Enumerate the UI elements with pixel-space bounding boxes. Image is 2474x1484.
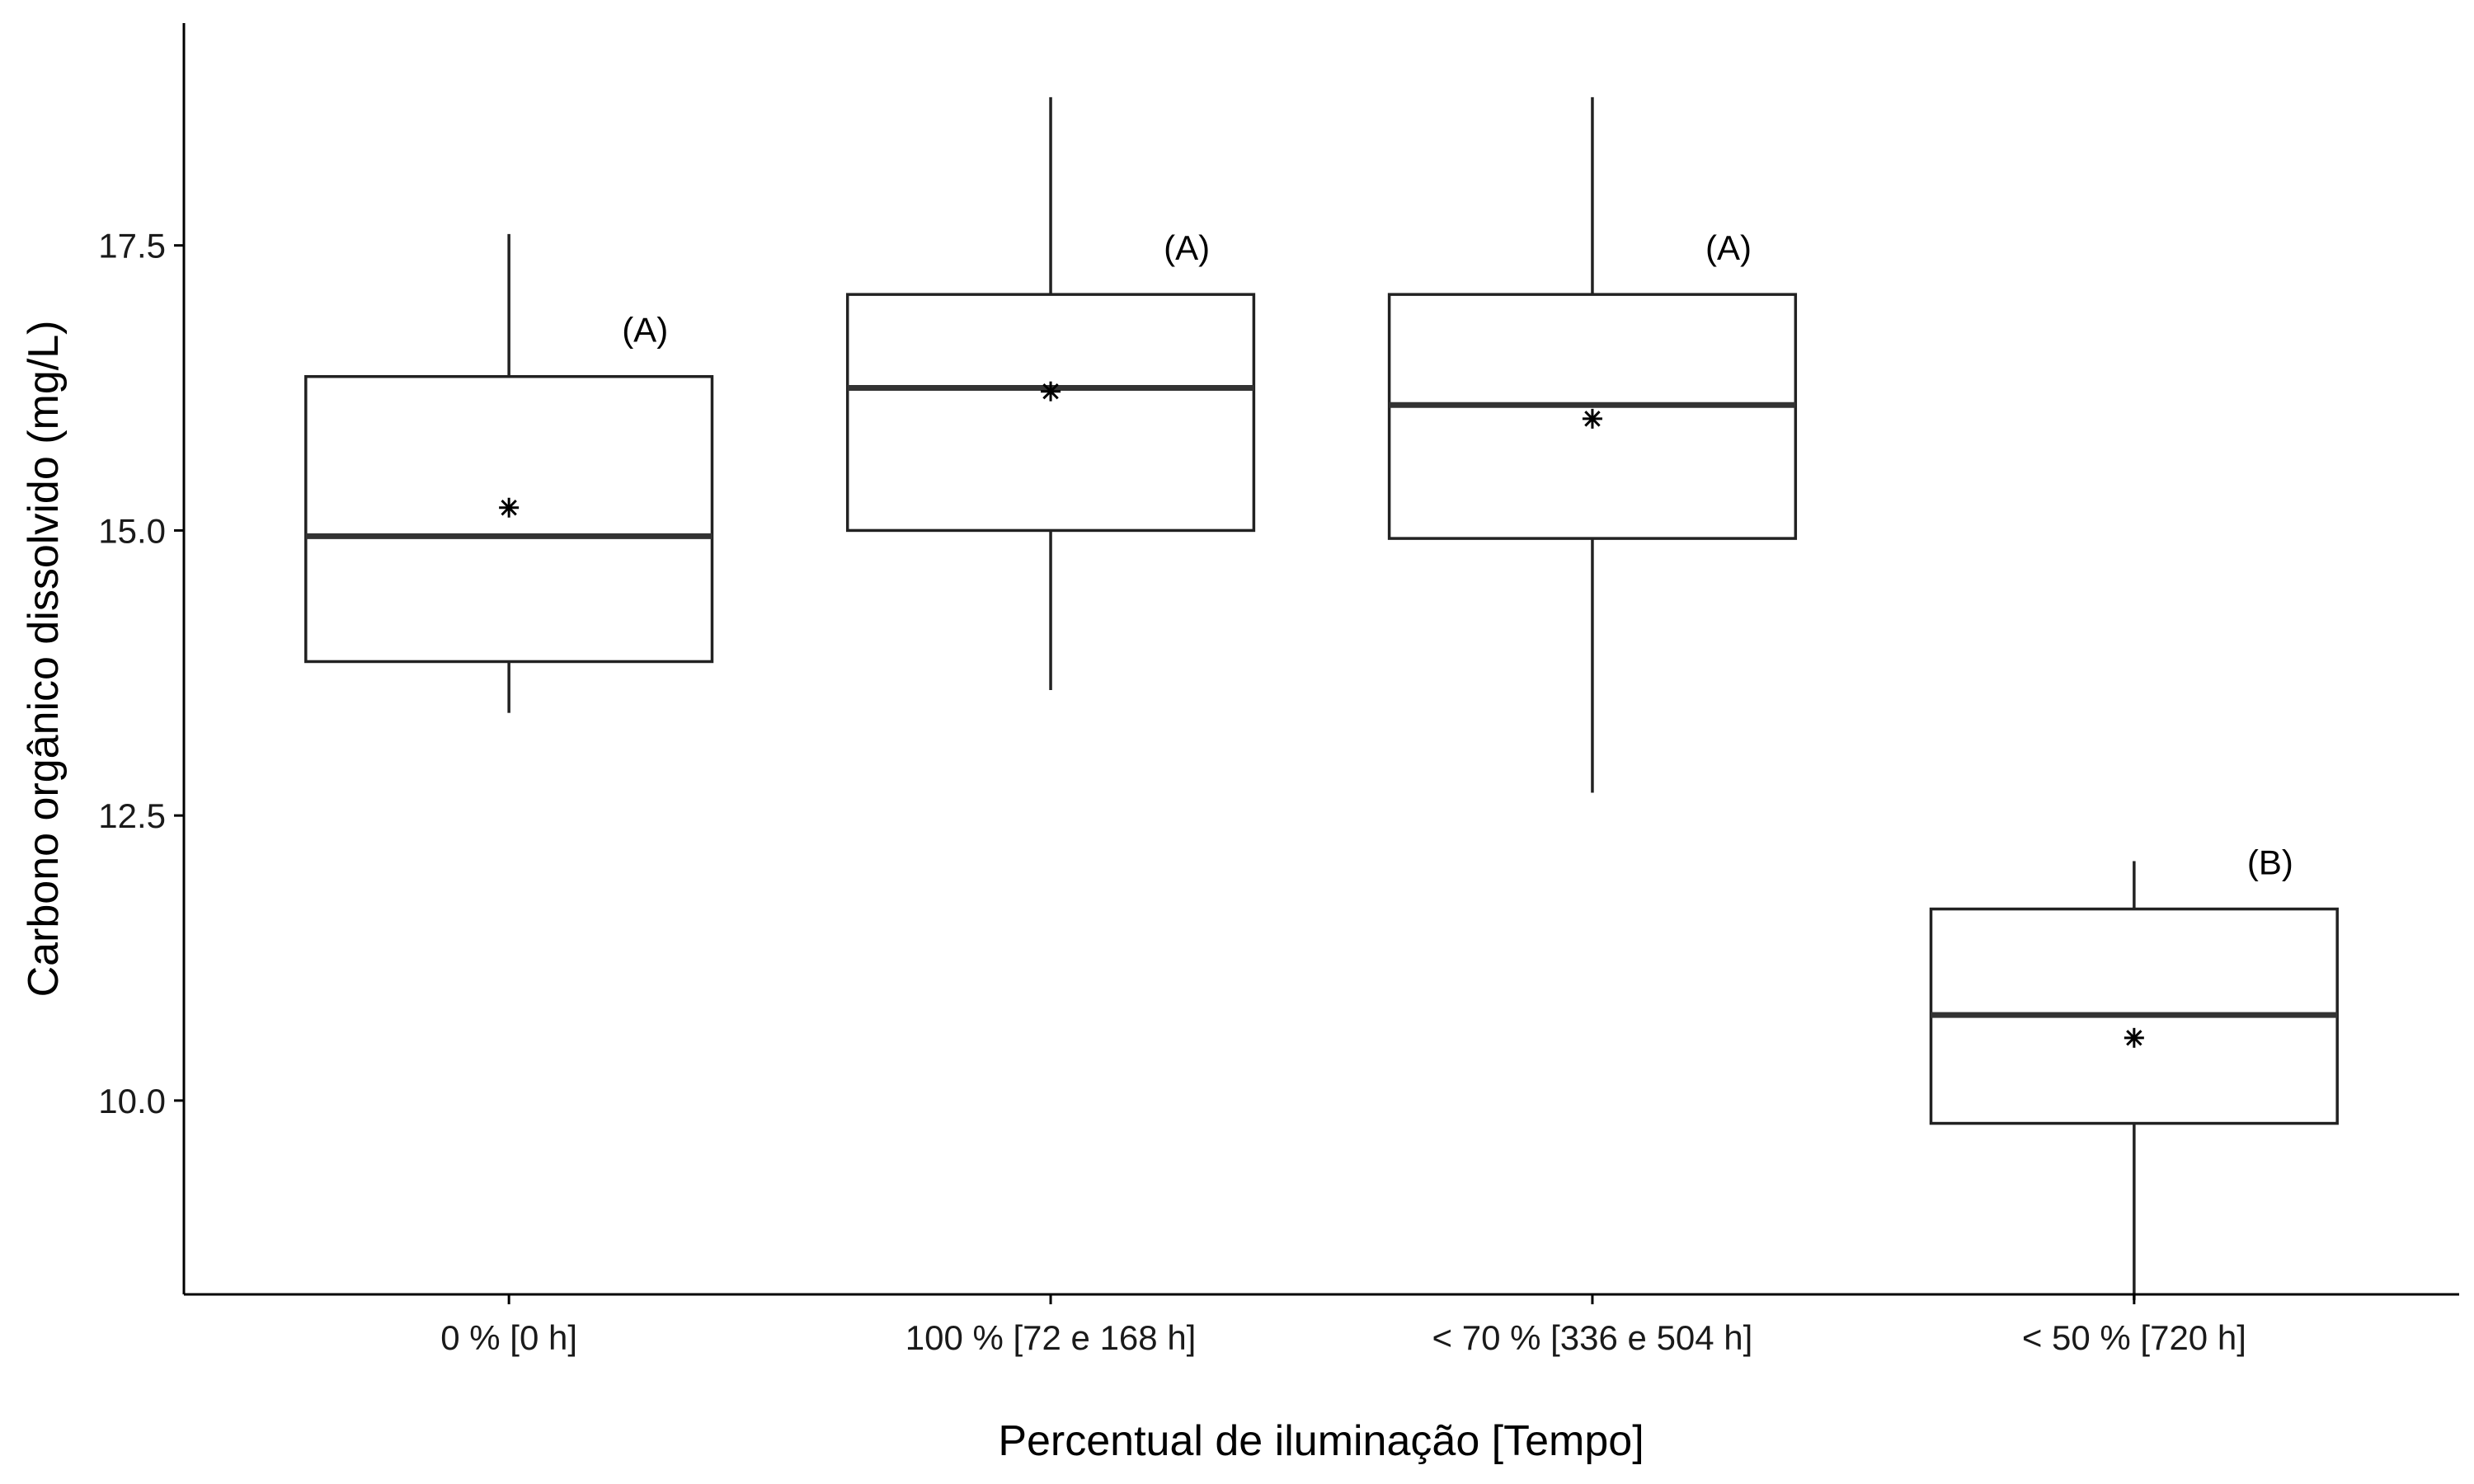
x-tick-label: 0 % [0 h] xyxy=(440,1318,577,1357)
mean-marker xyxy=(2124,1027,2144,1048)
x-tick-label: 100 % [72 e 168 h] xyxy=(905,1318,1197,1357)
mean-marker xyxy=(499,497,520,518)
group-letter-label: (A) xyxy=(622,311,668,350)
boxplot-group: (A) xyxy=(1387,96,1798,793)
group-letter-label: (A) xyxy=(1705,228,1752,267)
group-letter-label: (B) xyxy=(2247,843,2293,882)
group-letter-label: (A) xyxy=(1164,228,1210,267)
boxplot-group: (B) xyxy=(1929,843,2339,1300)
y-tick-label: 15.0 xyxy=(98,511,166,550)
boxplot-group: (A) xyxy=(304,233,714,713)
x-tick-label: < 50 % [720 h] xyxy=(2022,1318,2246,1357)
x-axis-ticks: 0 % [0 h] 100 % [72 e 168 h] < 70 % [336 e… xyxy=(440,1294,2246,1357)
y-tick-label: 10.0 xyxy=(98,1082,166,1120)
y-tick-label: 12.5 xyxy=(98,796,166,835)
box-iqr xyxy=(304,374,714,664)
plot-area: (A) (A) (A) (B) xyxy=(304,96,2339,1300)
box-iqr xyxy=(845,293,1256,533)
x-axis-title: Percentual de iluminação [Tempo] xyxy=(998,1417,1644,1465)
mean-marker xyxy=(1041,381,1061,402)
boxplot-group: (A) xyxy=(845,96,1256,691)
x-tick-label: < 70 % [336 e 504 h] xyxy=(1432,1318,1753,1357)
y-axis-ticks: 10.0 12.5 15.0 17.5 xyxy=(98,227,184,1120)
y-tick-label: 17.5 xyxy=(98,227,166,265)
mean-marker xyxy=(1582,408,1602,429)
y-axis-title: Carbono orgânico dissolvido (mg/L) xyxy=(20,321,68,998)
